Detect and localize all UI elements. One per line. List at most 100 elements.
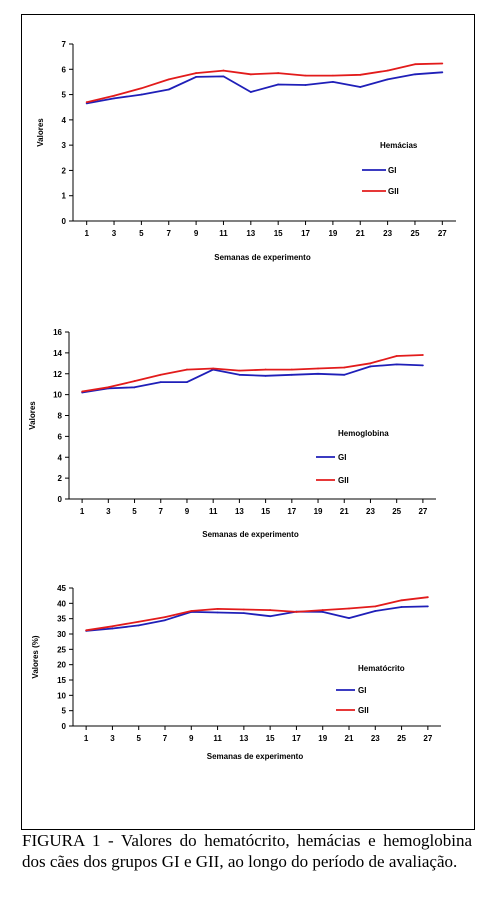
data-point-gii <box>190 610 193 612</box>
data-point-gii <box>317 367 319 370</box>
legend-title: Hematócrito <box>358 664 405 673</box>
data-point-gii <box>386 69 389 72</box>
data-point-gii <box>238 369 241 372</box>
y-tick-label: 8 <box>58 412 63 421</box>
data-point-gii <box>426 596 429 599</box>
data-point-gii <box>421 354 424 356</box>
figure-frame <box>21 14 475 830</box>
data-point-gi <box>111 627 114 630</box>
data-point-gii <box>222 69 225 72</box>
data-point-gii <box>212 367 215 370</box>
data-point-gii <box>167 78 170 81</box>
data-point-gi <box>426 605 429 608</box>
data-point-gi <box>238 373 241 376</box>
x-tick-label: 11 <box>219 229 228 238</box>
x-tick-label: 27 <box>418 507 427 516</box>
data-point-gii <box>111 625 114 628</box>
data-point-gi <box>374 610 377 612</box>
x-tick-label: 1 <box>84 229 89 238</box>
x-tick-label: 5 <box>132 507 137 516</box>
x-tick-label: 1 <box>84 734 89 743</box>
y-tick-label: 20 <box>57 661 66 670</box>
data-point-gi <box>242 612 245 615</box>
data-point-gi <box>269 615 272 618</box>
x-tick-label: 5 <box>136 734 141 743</box>
data-point-gi <box>421 364 424 367</box>
x-axis-title: Semanas de experimento <box>202 530 299 539</box>
data-point-gi <box>159 381 162 383</box>
data-point-gii <box>395 355 398 357</box>
data-point-gii <box>133 380 136 382</box>
data-point-gii <box>331 74 334 77</box>
x-tick-label: 11 <box>213 734 222 743</box>
legend-label-gi: GI <box>358 686 366 695</box>
x-tick-label: 25 <box>411 229 420 238</box>
data-point-gii <box>359 73 362 76</box>
series-line-gi <box>81 363 423 394</box>
y-tick-label: 2 <box>58 474 63 483</box>
x-tick-label: 25 <box>397 734 406 743</box>
y-axis-title: Valores <box>28 401 37 430</box>
data-point-gii <box>85 629 88 632</box>
series-line-gii <box>85 596 429 632</box>
data-point-gii <box>186 368 188 371</box>
data-point-gi <box>400 606 403 608</box>
x-tick-label: 9 <box>185 507 190 516</box>
data-point-gii <box>159 373 162 376</box>
data-point-gi <box>386 78 389 81</box>
data-point-gi <box>359 86 362 88</box>
legend-title: Hemoglobina <box>338 429 389 438</box>
data-point-gii <box>249 73 252 76</box>
data-point-gii <box>140 87 143 90</box>
data-point-gi <box>137 624 140 627</box>
data-point-gi <box>395 363 398 366</box>
x-tick-label: 9 <box>194 229 199 238</box>
x-tick-label: 21 <box>345 734 354 743</box>
data-point-gii <box>400 599 403 602</box>
data-point-gi <box>167 88 170 91</box>
data-point-gi <box>277 83 280 86</box>
y-tick-label: 7 <box>62 40 67 49</box>
x-tick-label: 17 <box>292 734 301 743</box>
x-tick-label: 23 <box>366 507 375 516</box>
x-tick-label: 3 <box>112 229 117 238</box>
data-point-gii <box>137 620 140 623</box>
x-tick-label: 11 <box>209 507 218 516</box>
data-point-gi <box>249 91 252 93</box>
data-point-gii <box>369 362 372 365</box>
x-tick-label: 17 <box>301 229 310 238</box>
data-point-gi <box>290 373 293 376</box>
y-tick-label: 3 <box>62 141 67 150</box>
legend-label-gii: GII <box>338 476 349 485</box>
y-tick-label: 10 <box>53 391 62 400</box>
data-point-gi <box>164 619 166 622</box>
data-point-gi <box>216 611 219 614</box>
data-point-gii <box>343 366 346 369</box>
data-point-gii <box>414 63 416 66</box>
legend-label-gi: GI <box>338 453 346 462</box>
y-axis-title: Valores <box>36 118 45 147</box>
data-point-gi <box>343 373 346 376</box>
data-point-gi <box>222 75 225 78</box>
data-point-gii <box>290 368 293 371</box>
data-point-gi <box>348 617 350 619</box>
x-tick-label: 23 <box>383 229 392 238</box>
legend-label-gi: GI <box>388 166 396 175</box>
data-point-gii <box>164 616 166 619</box>
data-point-gi <box>317 372 319 375</box>
y-tick-label: 5 <box>62 91 67 100</box>
data-point-gi <box>414 73 416 76</box>
series-line-gii <box>81 354 423 393</box>
data-point-gi <box>331 81 334 83</box>
y-tick-label: 0 <box>58 495 63 504</box>
x-tick-label: 21 <box>340 507 349 516</box>
data-point-gi <box>321 611 324 613</box>
y-tick-label: 6 <box>58 432 63 441</box>
x-tick-label: 9 <box>189 734 194 743</box>
data-point-gii <box>269 609 272 611</box>
y-tick-label: 0 <box>62 217 67 226</box>
data-point-gi <box>369 365 372 368</box>
x-tick-label: 19 <box>314 507 323 516</box>
legend-label-gii: GII <box>358 706 369 715</box>
